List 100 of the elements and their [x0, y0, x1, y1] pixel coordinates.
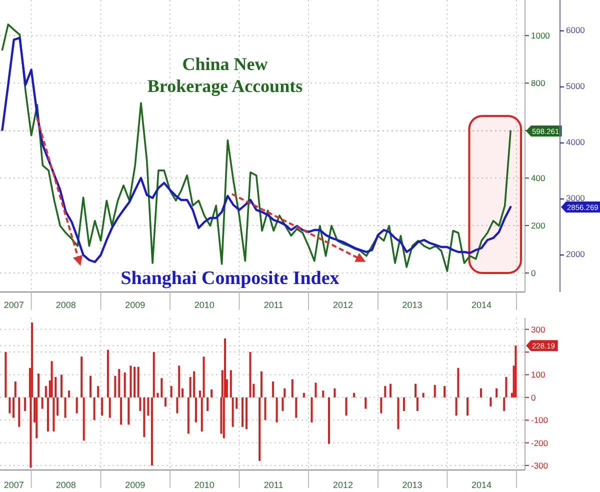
series-label: China New Brokerage Accounts [147, 54, 303, 96]
bar [101, 397, 104, 416]
bar [143, 397, 146, 438]
bar [245, 397, 248, 430]
bar [249, 352, 252, 398]
x-tick-label: 2007 [4, 480, 24, 490]
bar [4, 352, 7, 398]
bar [80, 356, 83, 398]
x-tick-label: 2009 [125, 300, 146, 310]
x-tick-label: 2009 [125, 480, 146, 490]
x-tick-label: 2008 [56, 480, 76, 490]
bar [176, 397, 178, 414]
bar [18, 397, 20, 427]
y-tick-label: 100 [531, 370, 546, 380]
bar [193, 371, 196, 398]
x-tick-label: 2012 [333, 300, 354, 310]
bar [416, 397, 418, 412]
bar [130, 366, 132, 398]
x-tick-label: 2007 [4, 300, 24, 310]
y-tick-label: 200 [531, 220, 546, 231]
bar [314, 382, 317, 398]
bar [414, 384, 417, 398]
bar [353, 392, 356, 398]
bar [178, 366, 180, 398]
bar [36, 397, 38, 438]
bar [14, 382, 16, 398]
bar [202, 356, 205, 398]
bar [60, 374, 62, 398]
y2-tick-label: 6000 [566, 24, 586, 35]
bar [68, 390, 70, 398]
bar [97, 386, 100, 398]
bar [124, 372, 126, 398]
bar [380, 397, 382, 414]
bar [164, 397, 166, 406]
bar [389, 384, 392, 398]
bar [505, 376, 508, 398]
bar [276, 397, 278, 422]
y-tick-label: -200 [531, 438, 548, 448]
x-tick-label: 2013 [402, 300, 422, 310]
bar [291, 379, 294, 398]
bar [206, 397, 209, 412]
bar [152, 352, 155, 398]
bar [93, 397, 96, 420]
bar [345, 397, 348, 416]
y-tick-label: -300 [531, 460, 548, 470]
y2-tick-label: 2000 [566, 249, 586, 260]
bar [187, 397, 190, 434]
bar [480, 388, 482, 398]
bar [302, 392, 305, 398]
bar [170, 386, 172, 398]
bar [12, 397, 14, 418]
bar [108, 397, 111, 418]
x-tick-label: 2013 [402, 480, 422, 490]
y-tick-label: -100 [531, 415, 548, 426]
bar [328, 397, 330, 444]
bar [230, 370, 232, 398]
bar [514, 346, 517, 398]
bar [284, 388, 286, 398]
x-tick-label: 2010 [194, 300, 214, 310]
bar [47, 397, 50, 432]
bar [150, 397, 153, 466]
y-tick-label: 800 [531, 78, 546, 88]
bar [198, 390, 201, 398]
bar [260, 371, 262, 398]
bar [38, 374, 40, 398]
bar [147, 397, 150, 416]
y-tick-label: 1000 [531, 30, 550, 41]
bar [295, 397, 298, 418]
y2-tick-label: 4000 [566, 136, 586, 147]
bar [118, 369, 120, 398]
bar [384, 386, 386, 398]
y2-tick-label: 5000 [566, 80, 586, 91]
bar [496, 388, 498, 398]
bar [466, 397, 469, 416]
bar [434, 384, 436, 398]
bar [76, 397, 78, 414]
bar [44, 386, 47, 398]
bar [232, 397, 234, 427]
y2-tick-label: 3000 [566, 192, 586, 203]
x-tick-label: 2008 [56, 300, 76, 310]
bar [56, 397, 58, 416]
bar [397, 397, 400, 430]
bar [120, 397, 122, 425]
bar [160, 378, 163, 398]
x-tick-label: 2012 [333, 480, 354, 490]
bar [444, 386, 446, 398]
bar [114, 376, 116, 398]
x-tick-label: 2011 [264, 300, 284, 310]
bar [272, 382, 274, 398]
bar [41, 397, 44, 409]
x-tick-label: 2014 [472, 480, 492, 490]
bar [106, 350, 109, 398]
x-tick-label: 2010 [194, 480, 214, 490]
bar [241, 397, 244, 427]
bar [334, 388, 336, 398]
bar [194, 397, 197, 422]
y-tick-label: 300 [531, 324, 546, 334]
bar [402, 397, 405, 412]
bar [210, 389, 213, 398]
bar [64, 397, 66, 418]
